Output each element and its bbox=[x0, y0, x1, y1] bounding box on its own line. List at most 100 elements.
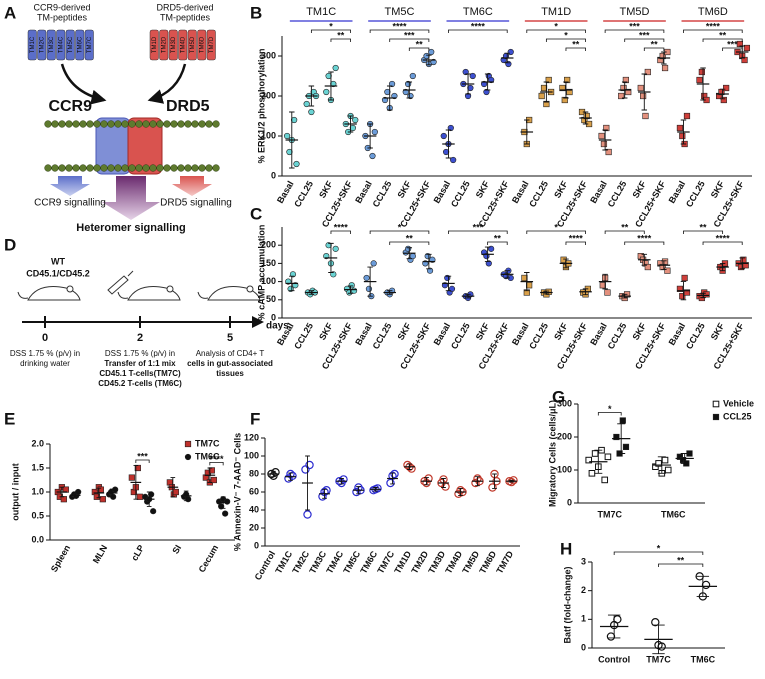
x-tick-label: Basal bbox=[353, 321, 374, 347]
error-bar bbox=[657, 456, 666, 474]
diagram-a-shapes bbox=[50, 63, 212, 220]
peptide bbox=[37, 29, 47, 61]
error-bar bbox=[386, 85, 393, 111]
lipid bbox=[156, 164, 164, 172]
error-bar bbox=[308, 290, 315, 295]
group-header: TM1D bbox=[541, 6, 571, 18]
data-point bbox=[222, 510, 229, 517]
group-header: TM6D bbox=[698, 6, 728, 18]
significance-label: ** bbox=[572, 39, 580, 49]
error-bar bbox=[563, 81, 569, 99]
y-tick-label: 50 bbox=[266, 294, 276, 304]
x-tick-label: CCL25 bbox=[527, 321, 550, 351]
error-bar bbox=[109, 488, 115, 498]
lipid bbox=[44, 164, 52, 172]
data-point bbox=[588, 470, 596, 477]
lipid bbox=[191, 120, 199, 128]
data-point bbox=[683, 112, 691, 120]
data-point bbox=[210, 476, 217, 484]
significance-label: **** bbox=[716, 233, 731, 243]
lipid bbox=[184, 164, 192, 172]
data-point bbox=[283, 132, 291, 140]
peptide bbox=[178, 29, 188, 61]
peptide bbox=[168, 29, 178, 61]
error-bar bbox=[484, 246, 491, 263]
significance-label: ** bbox=[651, 39, 659, 49]
peptide-title: TM-peptides bbox=[160, 12, 211, 22]
data-point bbox=[622, 76, 629, 84]
y-tick-label: 40 bbox=[249, 504, 259, 514]
data-point bbox=[363, 274, 370, 282]
lipid bbox=[212, 164, 220, 172]
error-bar bbox=[582, 288, 589, 296]
error-bar bbox=[406, 81, 413, 99]
data-point bbox=[271, 468, 280, 477]
significance-label: **** bbox=[569, 233, 584, 243]
error-bar bbox=[96, 487, 102, 499]
significance-bracket bbox=[604, 230, 645, 234]
error-bar bbox=[406, 247, 413, 260]
group-header: TM6C bbox=[463, 6, 493, 18]
error-bar bbox=[146, 491, 152, 507]
significance-bracket bbox=[613, 551, 704, 555]
significance-bracket bbox=[526, 29, 586, 33]
x-tick-label: Basal bbox=[510, 179, 531, 205]
lipid bbox=[93, 164, 101, 172]
lipid bbox=[177, 164, 185, 172]
legend-label: Vehicle bbox=[723, 398, 754, 408]
error-bar bbox=[484, 73, 491, 91]
significance-label: *** bbox=[404, 30, 415, 40]
significance-label: * bbox=[554, 21, 558, 31]
lipid bbox=[65, 120, 73, 128]
significance-bracket bbox=[643, 47, 665, 51]
lipid bbox=[79, 120, 87, 128]
error-bar bbox=[509, 479, 514, 483]
significance-bracket bbox=[330, 38, 351, 42]
step-text: DSS 1.75 % (p/v) in bbox=[105, 349, 175, 358]
significance-bracket bbox=[448, 29, 508, 33]
data-point bbox=[679, 293, 686, 300]
error-bar bbox=[621, 293, 628, 299]
error-bar bbox=[289, 111, 295, 169]
data-point bbox=[661, 64, 669, 72]
data-point bbox=[600, 140, 608, 148]
x-tick-label: Basal bbox=[667, 321, 688, 347]
x-tick-label: SKF bbox=[552, 321, 570, 342]
data-point bbox=[703, 291, 710, 298]
data-point bbox=[323, 88, 330, 96]
x-tick-label: SKF bbox=[317, 179, 335, 200]
data-point bbox=[538, 92, 545, 100]
error-bar bbox=[719, 262, 726, 272]
panel-label: B bbox=[250, 3, 262, 22]
error-bar bbox=[641, 73, 648, 111]
data-point bbox=[619, 417, 626, 424]
y-tick-label: 2 bbox=[581, 585, 586, 595]
data-point bbox=[664, 267, 671, 274]
data-point bbox=[409, 253, 416, 260]
y-tick-label: 60 bbox=[249, 486, 259, 496]
data-point bbox=[505, 60, 512, 68]
peptide bbox=[46, 29, 56, 61]
significance-bracket bbox=[565, 47, 586, 51]
lipid bbox=[107, 164, 115, 172]
data-point bbox=[625, 88, 632, 96]
day-label: 2 bbox=[137, 332, 143, 344]
day-label: 5 bbox=[227, 332, 233, 344]
y-tick-label: 200 bbox=[261, 240, 276, 250]
error-bar bbox=[445, 129, 452, 159]
data-point bbox=[741, 56, 748, 64]
peptide-label: TM3C bbox=[49, 36, 55, 53]
peptide-label: TM2C bbox=[39, 36, 45, 53]
error-bar bbox=[563, 258, 569, 269]
error-bar bbox=[680, 453, 689, 464]
x-tick-label: Basal bbox=[588, 321, 609, 347]
data-point bbox=[736, 40, 743, 48]
significance-label: *** bbox=[137, 451, 148, 461]
data-point bbox=[388, 80, 396, 88]
lipid bbox=[184, 120, 192, 128]
lipid bbox=[51, 164, 59, 172]
lipid bbox=[177, 120, 185, 128]
data-point bbox=[613, 615, 622, 624]
data-point bbox=[128, 474, 135, 481]
data-point bbox=[606, 632, 616, 641]
